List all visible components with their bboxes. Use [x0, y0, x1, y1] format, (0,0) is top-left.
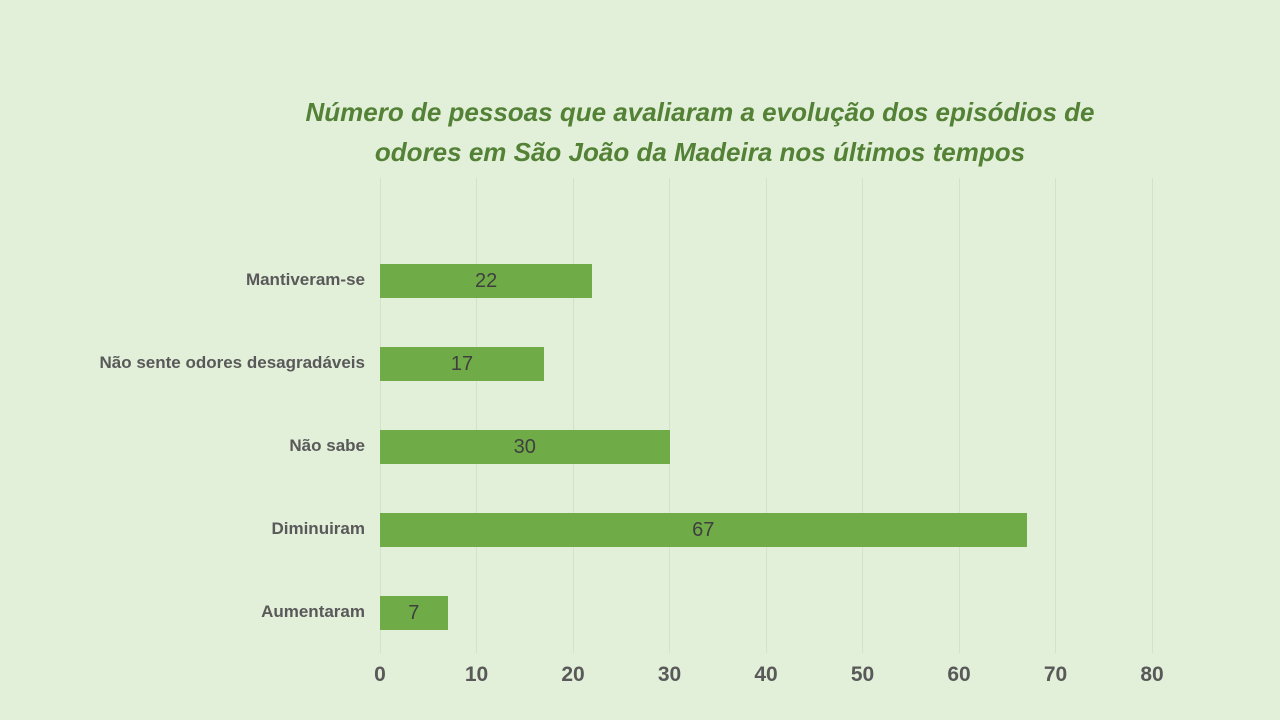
- x-tick-label-60: 60: [947, 663, 971, 686]
- x-tick-label-70: 70: [1043, 663, 1068, 686]
- gridline-x-0: [379, 178, 381, 653]
- bar-value-label: 22: [475, 269, 498, 292]
- gridline-x-40: [765, 178, 767, 653]
- bar-value-label: 67: [692, 518, 715, 541]
- category-label: Diminuiram: [271, 519, 365, 538]
- category-label: Não sente odores desagradáveis: [99, 353, 365, 372]
- gridline-x-60: [958, 178, 960, 653]
- x-tick-label-10: 10: [464, 663, 489, 686]
- gridline-x-70: [1055, 178, 1056, 653]
- gridline-x-30: [669, 178, 670, 653]
- category-label: Não sabe: [289, 436, 365, 455]
- x-tick-label-20: 20: [561, 663, 585, 686]
- category-label: Aumentaram: [261, 602, 365, 621]
- chart-title-line-2: odores em São João da Madeira nos último…: [374, 137, 1026, 167]
- bar-value-label: 30: [513, 435, 536, 458]
- x-tick-label-40: 40: [754, 663, 778, 686]
- x-tick-label-50: 50: [850, 663, 875, 686]
- bar: 30: [380, 430, 670, 464]
- category-label: Mantiveram-se: [245, 270, 365, 289]
- chart-title-line-1: Número de pessoas que avaliaram a evoluç…: [305, 97, 1095, 127]
- bar-value-label: 7: [408, 601, 420, 624]
- x-tick-label-0: 0: [374, 663, 386, 686]
- bar: 22: [380, 264, 593, 298]
- bar-value-label: 17: [450, 352, 474, 375]
- chart-title: Número de pessoas que avaliaram a evoluç…: [180, 92, 1220, 172]
- bar: 17: [380, 347, 545, 381]
- bar: 7: [380, 596, 448, 630]
- gridline-x-50: [862, 178, 863, 653]
- bar: 67: [380, 513, 1027, 547]
- x-tick-label-80: 80: [1140, 663, 1164, 686]
- gridline-x-20: [572, 178, 574, 653]
- gridline-x-10: [476, 178, 477, 653]
- x-tick-label-30: 30: [657, 663, 682, 686]
- gridline-x-80: [1151, 178, 1153, 653]
